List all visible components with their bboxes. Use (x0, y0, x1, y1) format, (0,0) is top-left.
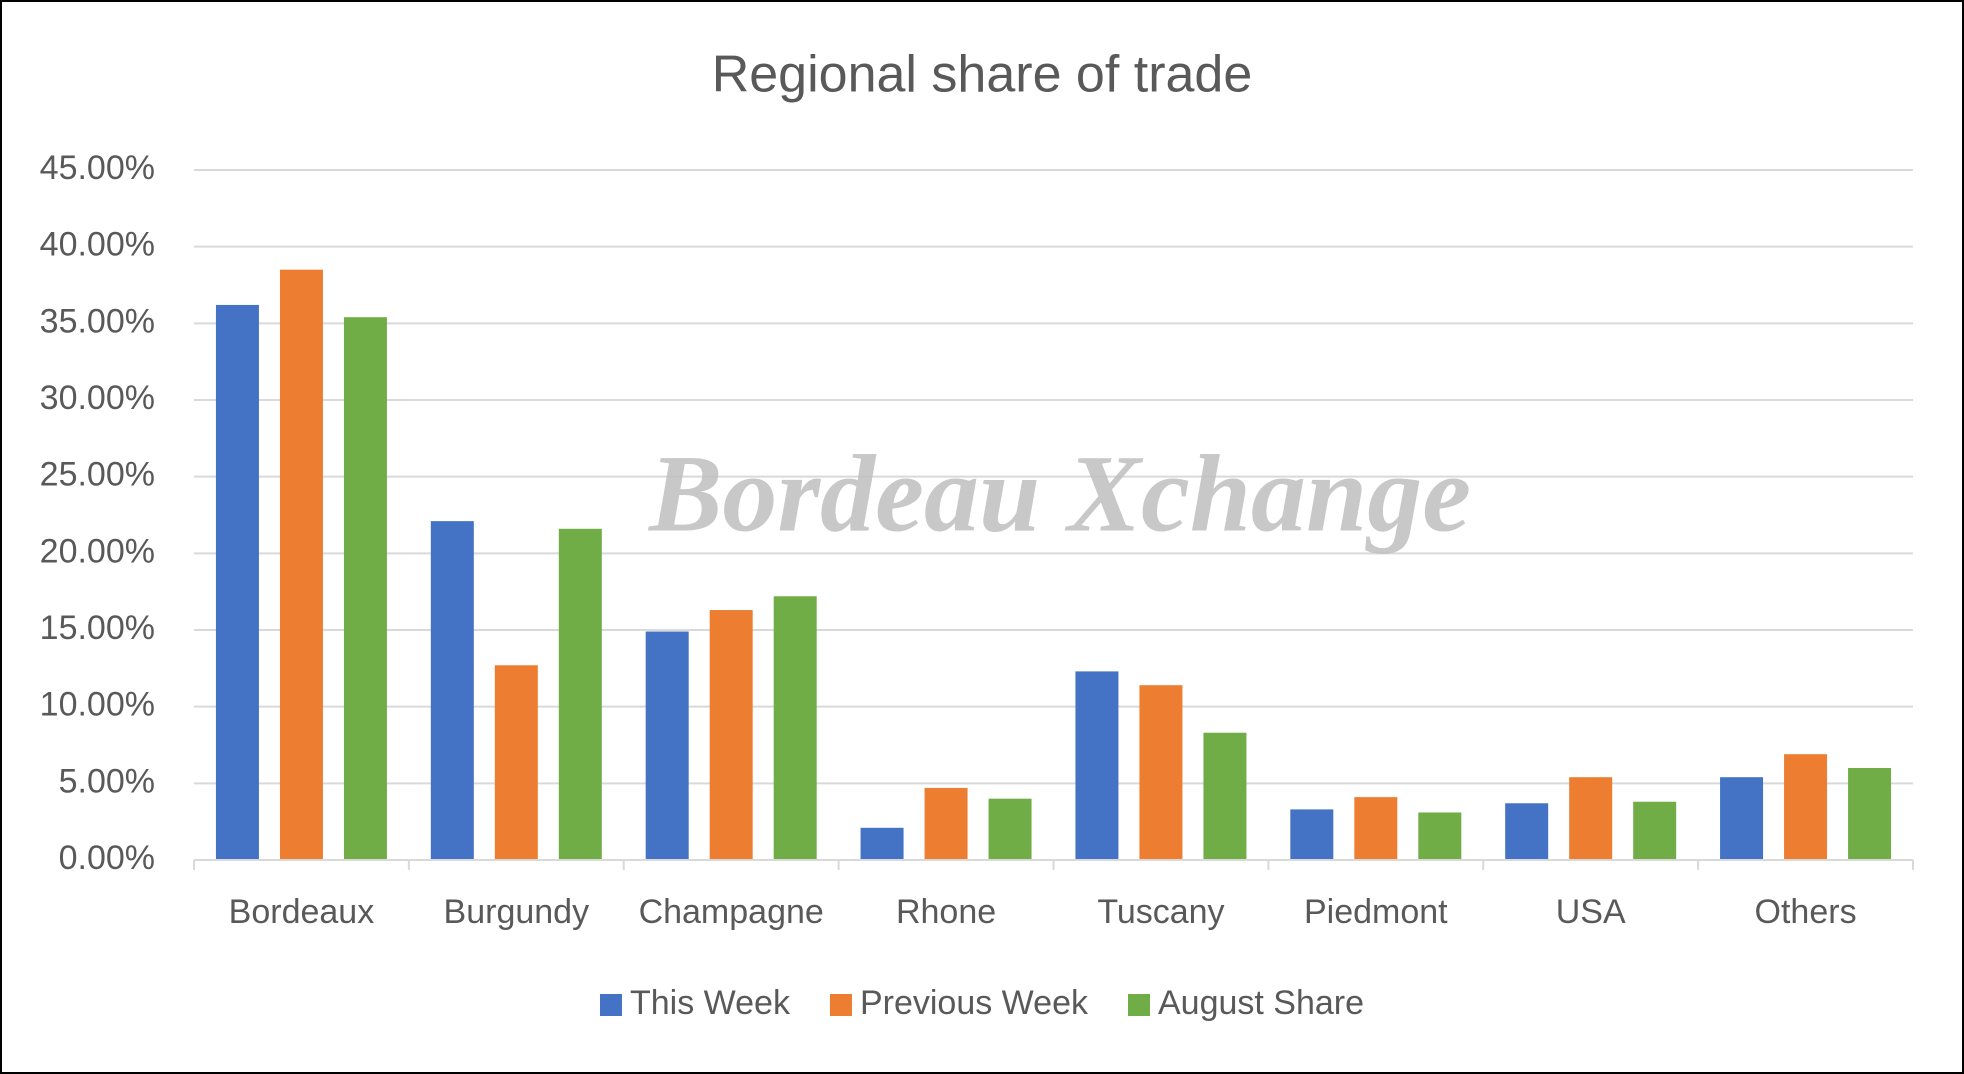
y-tick-label: 20.00% (40, 532, 155, 570)
x-tick-label: Bordeaux (229, 893, 375, 931)
chart-title: Regional share of trade (712, 46, 1253, 104)
y-tick-label: 25.00% (40, 456, 155, 494)
legend-swatch (599, 994, 622, 1016)
bar (215, 304, 259, 860)
bar (1848, 768, 1892, 860)
bar (924, 787, 968, 860)
y-tick-label: 30.00% (40, 379, 155, 417)
y-tick-label: 0.00% (59, 839, 155, 877)
bar (1720, 777, 1764, 860)
bar (558, 528, 602, 860)
x-tick-label: Tuscany (1097, 893, 1224, 931)
y-tick-label: 10.00% (40, 686, 155, 724)
x-tick-label: Champagne (639, 893, 824, 931)
bar (1784, 754, 1828, 860)
x-tick-label: Rhone (896, 893, 996, 931)
bar (1139, 685, 1183, 860)
bar (1203, 732, 1247, 860)
bar (1505, 803, 1549, 860)
legend-label: This Week (630, 984, 791, 1022)
x-tick-label: Piedmont (1304, 893, 1448, 931)
x-tick-label: USA (1556, 893, 1626, 931)
bar (343, 317, 387, 860)
bar (645, 631, 689, 860)
watermark: Bordeau Xchange (647, 432, 1471, 554)
bar (279, 269, 323, 861)
bar (988, 798, 1032, 860)
legend-label: Previous Week (860, 984, 1089, 1022)
legend-swatch (829, 994, 852, 1016)
bar (709, 610, 753, 860)
y-tick-label: 35.00% (40, 302, 155, 340)
x-tick-label: Burgundy (444, 893, 590, 931)
bar (1633, 801, 1677, 860)
bar (860, 827, 904, 860)
bar (1418, 812, 1462, 860)
bar (1290, 809, 1334, 860)
bar (430, 521, 474, 860)
bar (773, 596, 817, 860)
legend-label: August Share (1158, 984, 1364, 1022)
y-tick-label: 40.00% (40, 226, 155, 264)
bar (494, 665, 538, 860)
bar (1569, 777, 1613, 860)
y-tick-label: 15.00% (40, 609, 155, 647)
bar (1075, 671, 1119, 860)
y-tick-label: 5.00% (59, 762, 155, 800)
x-tick-label: Others (1755, 893, 1857, 931)
y-tick-label: 45.00% (40, 149, 155, 187)
legend-swatch (1127, 994, 1150, 1016)
bar (1354, 797, 1398, 860)
